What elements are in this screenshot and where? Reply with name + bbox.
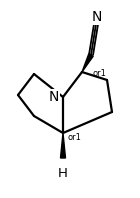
Text: N: N [49,90,59,104]
Text: N: N [92,10,102,24]
Text: or1: or1 [67,133,81,142]
Text: or1: or1 [92,69,106,77]
Text: H: H [58,167,68,180]
Polygon shape [60,133,66,158]
Polygon shape [82,54,93,72]
